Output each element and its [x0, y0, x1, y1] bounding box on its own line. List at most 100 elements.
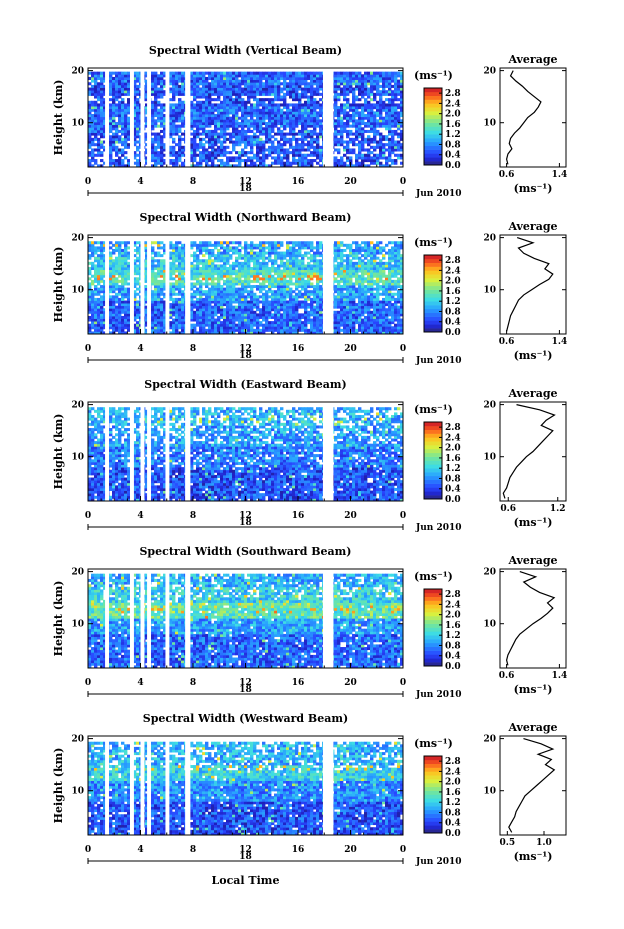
- heatmap-cell: [91, 154, 94, 157]
- heatmap-cell: [268, 80, 271, 83]
- heatmap-cell: [271, 162, 274, 165]
- heatmap-cell: [337, 293, 340, 296]
- heatmap-cell: [136, 162, 139, 165]
- heatmap-cell: [202, 154, 205, 157]
- heatmap-cell: [151, 125, 154, 128]
- heatmap-cell: [232, 80, 235, 83]
- heatmap-cell: [376, 295, 379, 298]
- heatmap-cell: [118, 93, 121, 96]
- heatmap-cell: [343, 316, 346, 319]
- heatmap-cell: [376, 103, 379, 106]
- heatmap-cell: [175, 159, 178, 162]
- heatmap-cell: [373, 329, 376, 332]
- heatmap-cell: [88, 159, 91, 162]
- heatmap-cell: [397, 114, 400, 117]
- heatmap-cell: [349, 295, 352, 298]
- heatmap-cell: [367, 125, 370, 128]
- heatmap-cell: [316, 135, 319, 138]
- heatmap-cell: [319, 135, 322, 138]
- heatmap-cell: [250, 119, 253, 122]
- heatmap-cell: [220, 162, 223, 165]
- heatmap-cell: [127, 119, 130, 122]
- heatmap-cell: [250, 311, 253, 314]
- heatmap-cell: [334, 133, 337, 136]
- heatmap-cell: [256, 111, 259, 114]
- heatmap-cell: [88, 154, 91, 157]
- heatmap-cell: [232, 311, 235, 314]
- heatmap-cell: [367, 306, 370, 309]
- heatmap-cell: [265, 130, 268, 133]
- heatmap-cell: [274, 117, 277, 120]
- heatmap-cell: [214, 141, 217, 144]
- heatmap-cell: [136, 316, 139, 319]
- heatmap-cell: [238, 93, 241, 96]
- heatmap-cell: [376, 122, 379, 125]
- heatmap-cell: [217, 303, 220, 306]
- heatmap-cell: [112, 80, 115, 83]
- heatmap-cell: [214, 308, 217, 311]
- heatmap-cell: [91, 130, 94, 133]
- heatmap-cell: [214, 82, 217, 85]
- heatmap-cell: [217, 319, 220, 322]
- heatmap-cell: [373, 117, 376, 120]
- heatmap-cell: [298, 117, 301, 120]
- heatmap-cell: [274, 316, 277, 319]
- heatmap-cell: [223, 290, 226, 293]
- heatmap-cell: [115, 295, 118, 298]
- heatmap-cell: [193, 125, 196, 128]
- heatmap-cell: [214, 301, 217, 304]
- heatmap-cell: [310, 119, 313, 122]
- heatmap-cell: [292, 298, 295, 301]
- heatmap-cell: [280, 74, 283, 77]
- heatmap-cell: [268, 106, 271, 109]
- heatmap-cell: [100, 301, 103, 304]
- heatmap-cell: [109, 288, 112, 291]
- heatmap-cell: [304, 90, 307, 93]
- heatmap-cell: [253, 329, 256, 332]
- colorbar-segment: [424, 115, 442, 119]
- heatmap-cell: [190, 154, 193, 157]
- heatmap-cell: [196, 85, 199, 88]
- heatmap-cell: [109, 82, 112, 85]
- heatmap-cell: [124, 127, 127, 130]
- heatmap-cell: [394, 77, 397, 80]
- heatmap-cell: [310, 321, 313, 324]
- heatmap-cell: [217, 72, 220, 75]
- heatmap-cell: [274, 311, 277, 314]
- heatmap-cell: [112, 162, 115, 165]
- heatmap-cell: [292, 162, 295, 165]
- heatmap-cell: [109, 151, 112, 154]
- heatmap-cell: [232, 143, 235, 146]
- heatmap-cell: [271, 127, 274, 130]
- heatmap-cell: [271, 101, 274, 104]
- heatmap-cell: [340, 329, 343, 332]
- heatmap-cell: [235, 88, 238, 91]
- heatmap-cell: [100, 151, 103, 154]
- heatmap-cell: [382, 74, 385, 77]
- heatmap-cell: [220, 101, 223, 104]
- heatmap-cell: [229, 329, 232, 332]
- heatmap-cell: [382, 143, 385, 146]
- heatmap-cell: [361, 303, 364, 306]
- heatmap-cell: [235, 133, 238, 136]
- heatmap-cell: [178, 321, 181, 324]
- heatmap-cell: [211, 143, 214, 146]
- heatmap-cell: [262, 93, 265, 96]
- heatmap-cell: [268, 313, 271, 316]
- heatmap-cell: [235, 109, 238, 112]
- heatmap-cell: [244, 306, 247, 309]
- heatmap-cell: [337, 125, 340, 128]
- heatmap-cell: [271, 143, 274, 146]
- heatmap-cell: [178, 288, 181, 291]
- heatmap-cell: [100, 101, 103, 104]
- heatmap-cell: [217, 138, 220, 141]
- heatmap-cell: [244, 130, 247, 133]
- heatmap-cell: [175, 127, 178, 130]
- heatmap-cell: [226, 133, 229, 136]
- heatmap-cell: [115, 90, 118, 93]
- heatmap-cell: [118, 313, 121, 316]
- heatmap-cell: [334, 130, 337, 133]
- heatmap-cell: [157, 329, 160, 332]
- heatmap-cell: [310, 125, 313, 128]
- heatmap-cell: [388, 88, 391, 91]
